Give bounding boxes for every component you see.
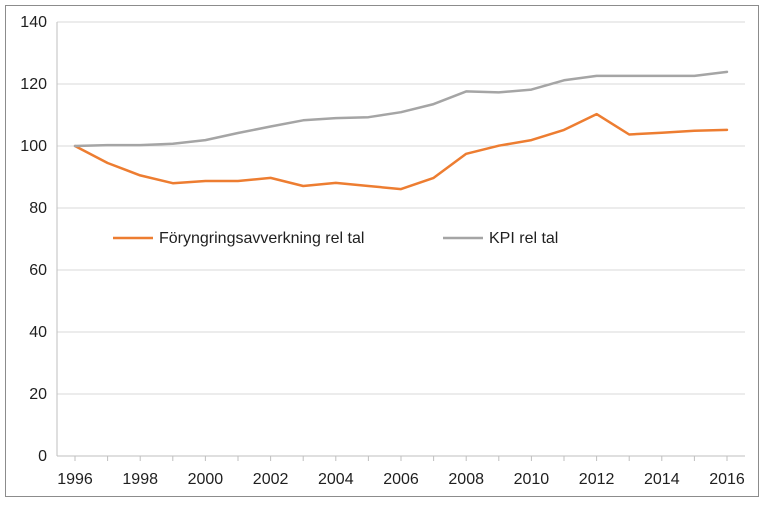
y-tick-label: 140 [20,14,47,31]
y-tick-label: 20 [29,386,47,403]
y-tick-label: 60 [29,262,47,279]
y-tick-label: 40 [29,324,47,341]
series-lines [73,70,729,191]
x-tick-label: 1998 [122,471,158,488]
chart-frame [5,5,759,497]
legend-label-1: KPI rel tal [489,230,558,247]
x-tick-label: 2012 [579,471,615,488]
y-tick-label: 80 [29,200,47,217]
x-tick-label: 2006 [383,471,419,488]
x-tick-label: 2008 [448,471,484,488]
legend: Föryngringsavverkning rel tal KPI rel tal [113,230,558,247]
x-tick-label: 2010 [514,471,550,488]
y-tick-label: 120 [20,76,47,93]
y-tick-label: 100 [20,138,47,155]
gridlines [57,21,745,395]
x-tick-label: 2016 [709,471,745,488]
y-tick-label: 0 [38,448,47,465]
series-line-1 [73,70,729,148]
x-tick-label: 2000 [188,471,224,488]
series-line-0 [73,112,729,191]
x-tick-label: 2004 [318,471,354,488]
x-tick-label: 1996 [57,471,93,488]
legend-label-0: Föryngringsavverkning rel tal [159,230,364,247]
x-tick-label: 2002 [253,471,289,488]
x-tick-label: 2014 [644,471,680,488]
axes: 0 20 40 60 80 100 120 140 1996 1998 2000 2002 2004 20… [20,14,745,488]
